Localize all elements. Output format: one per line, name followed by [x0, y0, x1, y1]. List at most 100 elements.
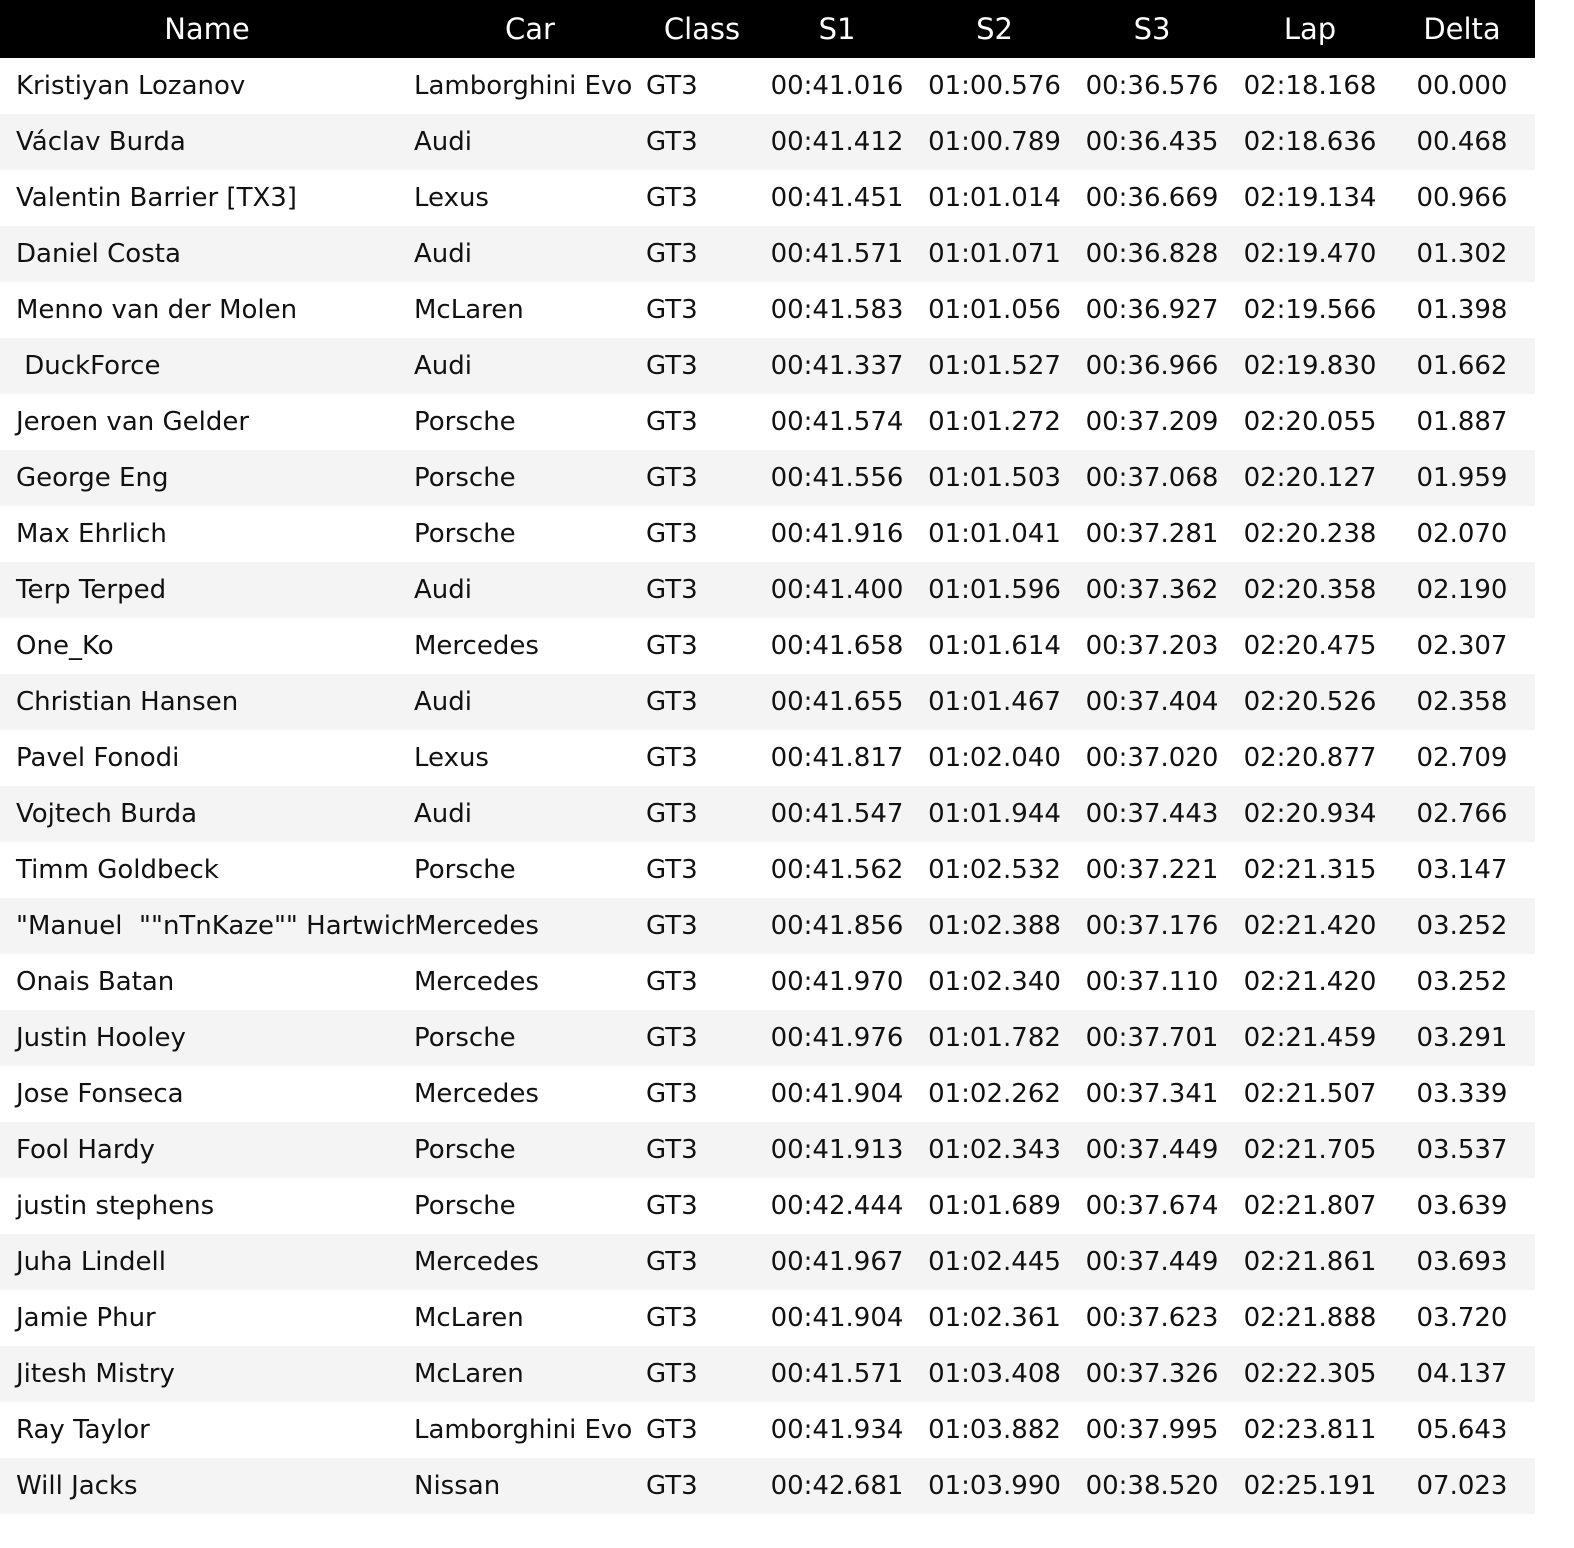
delta-cell: 03.252 [1416, 967, 1508, 997]
header-lap[interactable]: Lap [1231, 0, 1389, 58]
s1-cell: 00:41.934 [770, 1415, 904, 1445]
lap-cell: 02:19.134 [1243, 183, 1377, 213]
header-car[interactable]: Car [414, 0, 646, 58]
class-cell: GT3 [646, 1010, 758, 1066]
s3-cell: 00:37.176 [1073, 898, 1231, 954]
delta-cell: 03.537 [1389, 1122, 1535, 1178]
car-cell: Mercedes [414, 1234, 646, 1290]
s1-cell: 00:41.904 [770, 1303, 904, 1333]
lap-cell: 02:20.358 [1231, 562, 1389, 618]
car-cell: Mercedes [414, 631, 539, 661]
class-cell: GT3 [646, 855, 698, 885]
class-cell: GT3 [646, 338, 758, 394]
s2-cell: 01:02.340 [928, 967, 1061, 997]
car-cell: Nissan [414, 1458, 646, 1514]
s3-cell: 00:37.326 [1073, 1346, 1231, 1402]
car-cell: Porsche [414, 1122, 646, 1178]
delta-cell: 02.766 [1389, 786, 1535, 842]
s1-cell: 00:41.571 [758, 1346, 916, 1402]
lap-cell: 02:21.705 [1231, 1122, 1389, 1178]
car-cell: Lexus [414, 183, 489, 213]
lap-cell: 02:21.315 [1243, 855, 1377, 885]
class-cell: GT3 [646, 1415, 698, 1445]
delta-cell: 03.147 [1416, 855, 1508, 885]
driver-name-cell: Daniel Costa [0, 226, 414, 282]
s1-cell: 00:41.571 [758, 226, 916, 282]
car-cell: Audi [414, 338, 646, 394]
table-row: Max Ehrlich Porsche GT3 00:41.916 01:01.041 0… [0, 506, 1535, 562]
driver-name-cell: Justin Hooley [0, 1010, 414, 1066]
table-body: Kristiyan Lozanov Lamborghini Evo GT3 00:41… [0, 58, 1535, 1514]
lap-cell: 02:20.877 [1243, 743, 1377, 773]
class-cell: GT3 [646, 407, 698, 437]
delta-cell: 01.302 [1389, 226, 1535, 282]
car-cell: Mercedes [414, 1079, 539, 1109]
table-row: Jamie Phur McLaren GT3 00:41.904 01:02.361 00… [0, 1290, 1535, 1346]
class-cell: GT3 [646, 1191, 698, 1221]
s1-cell: 00:41.583 [770, 295, 904, 325]
s3-cell: 00:37.404 [1073, 674, 1231, 730]
car-cell: Porsche [414, 450, 646, 506]
s1-cell: 00:41.400 [758, 562, 916, 618]
car-cell: Lexus [414, 743, 489, 773]
s3-cell: 00:36.828 [1073, 226, 1231, 282]
delta-cell: 00.468 [1389, 114, 1535, 170]
table-row: "Manuel ""nTnKaze"" Hartwich" Mercedes GT3… [0, 898, 1535, 954]
header-s2[interactable]: S2 [916, 0, 1073, 58]
table-row: Vojtech Burda Audi GT3 00:41.547 01:01.944 00… [0, 786, 1535, 842]
delta-cell: 02.070 [1416, 519, 1508, 549]
lap-cell: 02:20.127 [1231, 450, 1389, 506]
header-s3[interactable]: S3 [1073, 0, 1231, 58]
s3-cell: 00:37.281 [1085, 519, 1219, 549]
lap-times-table: Name Car Class S1 S2 S3 Lap Delta Kristi… [0, 0, 1535, 1514]
lap-cell: 02:19.470 [1231, 226, 1389, 282]
s1-cell: 00:41.562 [770, 855, 904, 885]
delta-cell: 01.959 [1389, 450, 1535, 506]
driver-name-cell: Václav Burda [0, 114, 414, 170]
delta-cell: 01.662 [1389, 338, 1535, 394]
class-cell: GT3 [646, 786, 758, 842]
class-cell: GT3 [646, 519, 698, 549]
delta-cell: 02.307 [1416, 631, 1508, 661]
driver-name-cell: Vojtech Burda [0, 786, 414, 842]
s1-cell: 00:41.556 [758, 450, 916, 506]
s2-cell: 01:03.990 [916, 1458, 1073, 1514]
s3-cell: 00:38.520 [1073, 1458, 1231, 1514]
header-delta[interactable]: Delta [1389, 0, 1535, 58]
header-class[interactable]: Class [646, 0, 758, 58]
car-cell: Lamborghini Evo [414, 71, 633, 101]
s3-cell: 00:37.995 [1085, 1415, 1219, 1445]
class-cell: GT3 [646, 898, 758, 954]
s2-cell: 01:02.262 [928, 1079, 1061, 1109]
driver-name-cell: Valentin Barrier [TX3] [16, 183, 297, 213]
table-row: Valentin Barrier [TX3] Lexus GT3 00:41.451 0… [0, 170, 1535, 226]
car-cell: McLaren [414, 1303, 524, 1333]
car-cell: Porsche [414, 1191, 516, 1221]
delta-cell: 01.398 [1416, 295, 1508, 325]
s2-cell: 01:01.944 [916, 786, 1073, 842]
s3-cell: 00:37.701 [1073, 1010, 1231, 1066]
table-header-row: Name Car Class S1 S2 S3 Lap Delta [0, 0, 1535, 58]
driver-name-cell: Christian Hansen [0, 674, 414, 730]
car-cell: Porsche [414, 1010, 646, 1066]
driver-name-cell: Onais Batan [16, 967, 175, 997]
header-name[interactable]: Name [0, 0, 414, 58]
s2-cell: 01:02.361 [928, 1303, 1061, 1333]
header-s1[interactable]: S1 [758, 0, 916, 58]
driver-name-cell: Fool Hardy [0, 1122, 414, 1178]
s1-cell: 00:41.970 [770, 967, 904, 997]
table-row: Christian Hansen Audi GT3 00:41.655 01:01.46… [0, 674, 1535, 730]
s2-cell: 01:01.056 [928, 295, 1061, 325]
delta-cell: 03.693 [1389, 1234, 1535, 1290]
s2-cell: 01:02.040 [928, 743, 1061, 773]
lap-cell: 02:21.888 [1243, 1303, 1377, 1333]
table-row: Juha Lindell Mercedes GT3 00:41.967 01:02.44… [0, 1234, 1535, 1290]
car-cell: Audi [414, 786, 646, 842]
lap-cell: 02:21.420 [1243, 967, 1377, 997]
driver-name-cell: Jose Fonseca [16, 1079, 184, 1109]
driver-name-cell: Max Ehrlich [16, 519, 167, 549]
delta-cell: 07.023 [1389, 1458, 1535, 1514]
s1-cell: 00:41.976 [758, 1010, 916, 1066]
table-row: One_Ko Mercedes GT3 00:41.658 01:01.614 00:37… [0, 618, 1535, 674]
car-cell: Mercedes [414, 898, 646, 954]
